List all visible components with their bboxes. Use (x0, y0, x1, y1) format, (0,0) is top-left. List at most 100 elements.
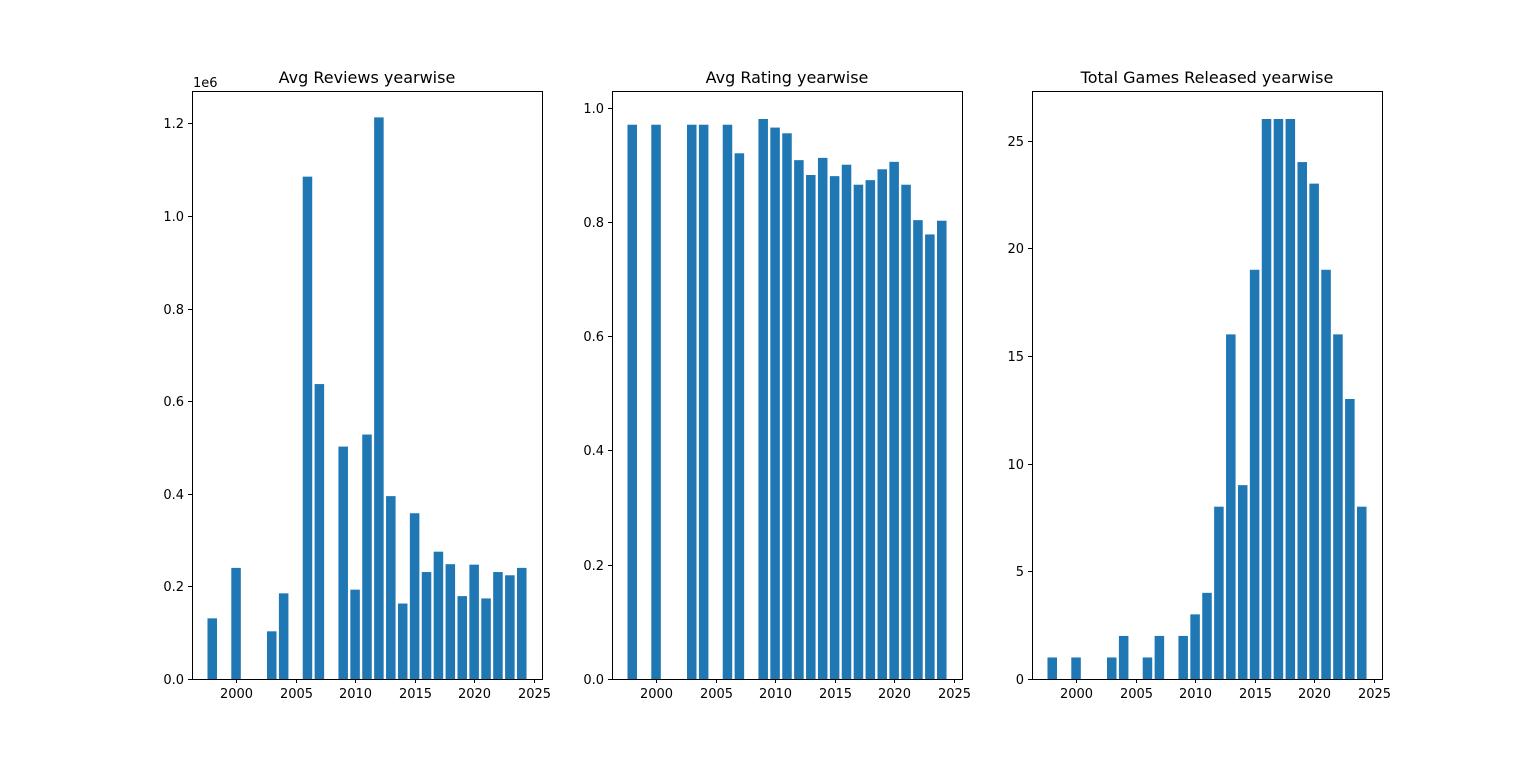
y-tick-label: 0.4 (583, 444, 604, 459)
bar-2012 (374, 117, 384, 679)
bar-2016 (421, 572, 432, 679)
bar-2024 (1357, 506, 1367, 679)
bar-2015 (1249, 269, 1260, 679)
bar-2000 (651, 124, 661, 679)
bar-2022 (1333, 334, 1343, 679)
x-tick-label: 2000 (640, 687, 673, 702)
x-tick-label: 2025 (1358, 687, 1391, 702)
axes-frame (192, 91, 543, 680)
x-tick-label: 2010 (1179, 687, 1212, 702)
y-ticks: 0.0 0.2 0.4 0.6 0.8 1.0 1.2 (163, 117, 192, 688)
bar-2021 (901, 184, 911, 679)
bar-2004 (278, 593, 289, 679)
bar-2003 (1107, 657, 1117, 679)
y-tick-label: 0.2 (163, 580, 184, 595)
y-offset-text: 1e6 (193, 76, 218, 91)
bar-2013 (806, 175, 816, 679)
bar-2014 (1237, 485, 1248, 679)
bar-2010 (770, 127, 780, 679)
subplot-title: Total Games Released yearwise (1080, 68, 1334, 87)
x-tick-label: 2020 (458, 687, 491, 702)
bar-2022 (493, 572, 503, 679)
x-tick-label: 2000 (220, 687, 253, 702)
bar-2006 (1142, 657, 1153, 679)
bar-2011 (1202, 592, 1212, 679)
y-tick-label: 0 (1016, 673, 1024, 688)
bar-2016 (841, 164, 852, 679)
bars (1047, 119, 1367, 679)
bar-2004 (698, 124, 709, 679)
bar-1998 (1047, 657, 1057, 679)
y-tick-label: 15 (1007, 350, 1024, 365)
bar-2009 (338, 446, 348, 679)
y-tick-label: 25 (1007, 135, 1024, 150)
x-tick-label: 2020 (878, 687, 911, 702)
axes-frame (612, 91, 963, 680)
x-tick-label: 2005 (1120, 687, 1153, 702)
x-ticks: 2000 2005 2010 2015 2020 2025 (640, 679, 971, 702)
y-tick-label: 1.0 (163, 210, 184, 225)
y-tick-label: 20 (1007, 242, 1024, 257)
x-ticks: 2000 2005 2010 2015 2020 2025 (220, 679, 551, 702)
subplot-title: Avg Rating yearwise (706, 68, 869, 87)
y-ticks: 0.0 0.2 0.4 0.6 0.8 1.0 (583, 102, 612, 688)
bar-2024 (937, 220, 947, 679)
x-tick-label: 2010 (339, 687, 372, 702)
bar-2012 (794, 160, 804, 679)
bar-2018 (865, 180, 876, 679)
bar-2006 (302, 176, 313, 679)
bar-2021 (481, 598, 491, 679)
bar-2007 (314, 384, 325, 679)
bar-2019 (877, 169, 887, 680)
subplot-total-games: Total Games Released yearwise 2000 2005 20… (1007, 68, 1391, 702)
bar-1998 (627, 124, 637, 679)
bar-2017 (433, 551, 444, 679)
bar-2020 (889, 161, 899, 680)
bar-2013 (386, 496, 396, 679)
bar-1998 (207, 618, 217, 679)
bar-2011 (362, 434, 372, 679)
y-tick-label: 5 (1016, 565, 1024, 580)
bar-2012 (1214, 506, 1224, 679)
bar-2014 (397, 603, 408, 679)
subplot-avg-reviews: Avg Reviews yearwise 1e6 2000 2005 2010 201… (163, 68, 551, 702)
bar-2000 (1071, 657, 1081, 679)
bars (207, 117, 527, 679)
y-tick-label: 0.8 (163, 303, 184, 318)
bar-2003 (267, 631, 277, 679)
x-ticks: 2000 2005 2010 2015 2020 2025 (1060, 679, 1391, 702)
x-tick-label: 2010 (759, 687, 792, 702)
y-tick-label: 1.0 (583, 102, 604, 117)
bar-2013 (1226, 334, 1236, 679)
y-tick-label: 10 (1007, 458, 1024, 473)
bar-2007 (1154, 635, 1165, 679)
bar-2023 (1345, 399, 1355, 679)
x-tick-label: 2005 (280, 687, 313, 702)
y-tick-label: 0.6 (163, 395, 184, 410)
x-tick-label: 2020 (1298, 687, 1331, 702)
y-tick-label: 0.8 (583, 216, 604, 231)
bar-2014 (817, 157, 828, 680)
bar-2003 (687, 124, 697, 679)
bar-2017 (1273, 119, 1284, 679)
bar-2015 (409, 513, 420, 679)
y-tick-label: 0.0 (583, 673, 604, 688)
bar-2015 (829, 176, 840, 679)
x-tick-label: 2015 (399, 687, 432, 702)
bar-2019 (1297, 162, 1307, 679)
bar-2006 (722, 124, 733, 679)
subplot-title: Avg Reviews yearwise (279, 68, 456, 87)
x-tick-label: 2015 (1239, 687, 1272, 702)
bar-2009 (1178, 635, 1188, 679)
bar-2023 (925, 234, 935, 679)
bar-2022 (913, 220, 923, 679)
x-tick-label: 2005 (700, 687, 733, 702)
bar-2010 (350, 589, 360, 679)
bar-2017 (853, 184, 864, 679)
bar-2020 (1309, 183, 1319, 679)
bar-2020 (469, 564, 479, 679)
x-tick-label: 2025 (938, 687, 971, 702)
y-ticks: 0 5 10 15 20 25 (1007, 135, 1032, 688)
bar-2021 (1321, 269, 1331, 679)
bars (627, 119, 947, 680)
